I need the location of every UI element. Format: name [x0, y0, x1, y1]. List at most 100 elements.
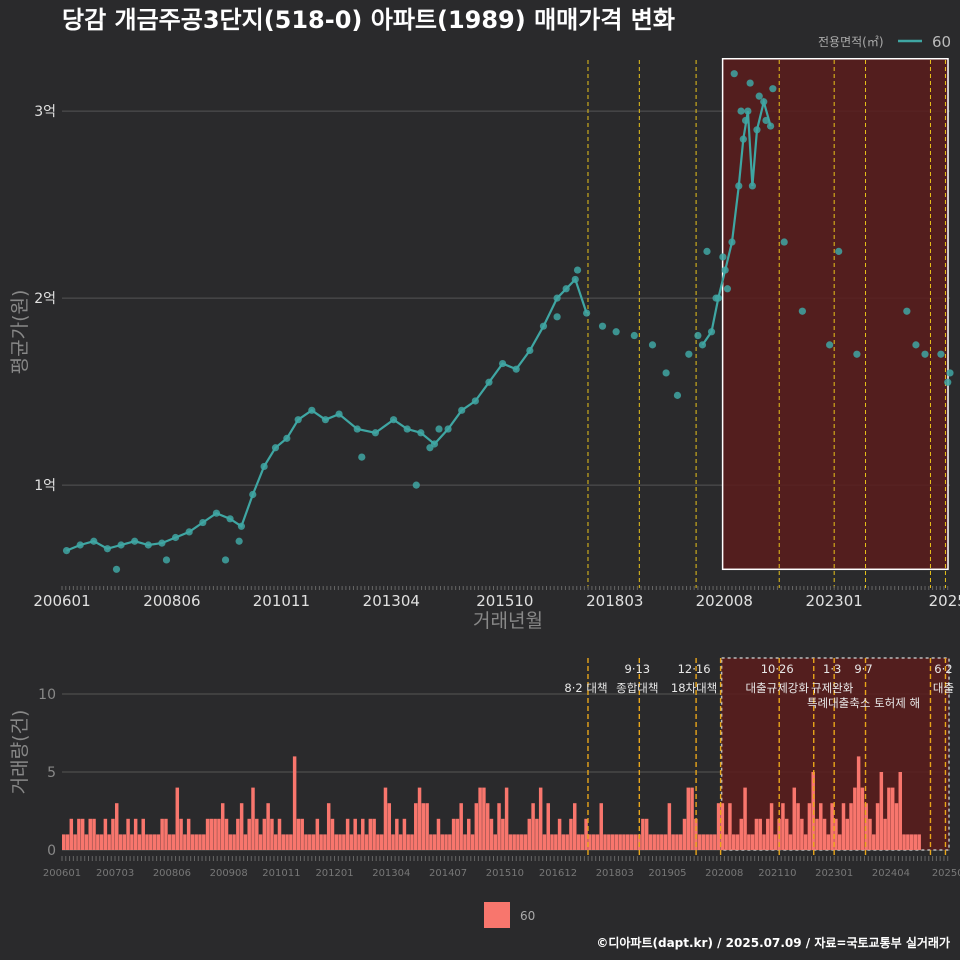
volume-bar [459, 803, 463, 850]
volume-bar [103, 818, 108, 850]
price-point [662, 369, 670, 377]
volume-bar [890, 787, 895, 850]
volume-x-tick-label: 201612 [539, 868, 577, 879]
volume-bar [338, 834, 342, 850]
volume-bar [641, 818, 645, 850]
volume-bar [803, 834, 808, 850]
volume-bar [202, 834, 206, 850]
volume-bar [796, 803, 800, 850]
volume-bar [485, 803, 490, 850]
price-point [444, 425, 452, 433]
volume-bar [398, 834, 403, 850]
price-point [744, 107, 752, 115]
volume-legend-key [484, 902, 510, 928]
volume-bar [656, 834, 660, 850]
policy-annotation-date: 12·16 [678, 662, 711, 676]
price-point [221, 556, 230, 564]
price-x-tick-label: 202301 [806, 592, 863, 610]
volume-bar [766, 818, 770, 850]
volume-bar [243, 834, 248, 850]
volume-bar [902, 834, 906, 850]
volume-bar [550, 834, 554, 850]
price-point [553, 313, 561, 321]
price-x-tick-label: 202008 [696, 592, 753, 610]
volume-bar [205, 818, 210, 850]
volume-bar [849, 803, 853, 850]
price-point [90, 537, 98, 545]
volume-bar [860, 787, 865, 850]
price-point [728, 238, 736, 246]
volume-bar [508, 834, 513, 850]
volume-bar [894, 803, 899, 850]
price-y-tick-label: 2억 [34, 291, 56, 307]
volume-bar [467, 818, 471, 850]
volume-x-tick-label: 201407 [429, 868, 467, 879]
price-highlight-box [721, 57, 949, 571]
price-point [321, 416, 330, 424]
volume-bar [883, 818, 887, 850]
price-point [707, 328, 716, 336]
price-point [703, 247, 711, 255]
volume-bar [383, 787, 388, 850]
volume-legend-label: 60 [520, 909, 535, 923]
volume-bar [296, 818, 301, 850]
volume-bar [489, 818, 494, 850]
volume-bar [334, 834, 339, 850]
price-point [62, 546, 71, 555]
price-point [730, 70, 738, 78]
price-point [235, 537, 243, 545]
price-point [698, 341, 707, 349]
price-point [371, 429, 380, 437]
volume-bar [232, 834, 236, 850]
price-point [853, 350, 861, 358]
price-point [471, 397, 479, 405]
volume-bar [281, 834, 286, 850]
volume-bar [648, 834, 653, 850]
volume-x-tick-label: 201201 [315, 868, 353, 879]
price-point [562, 285, 570, 293]
volume-x-tick-label: 200703 [96, 868, 134, 879]
volume-bar [213, 818, 217, 850]
volume-bar [542, 834, 547, 850]
volume-bar [750, 834, 755, 850]
volume-bar [603, 834, 607, 850]
volume-bar [118, 834, 123, 850]
price-y-axis-title: 평균가(원) [9, 290, 31, 375]
volume-bar [520, 834, 524, 850]
price-point [612, 328, 620, 336]
volume-bar [175, 787, 180, 850]
volume-bar [819, 803, 823, 850]
volume-highlight-box [720, 657, 950, 851]
volume-bar [236, 818, 240, 850]
volume-bar [425, 803, 429, 850]
volume-bar [402, 818, 407, 850]
price-point [199, 518, 207, 527]
price-point [412, 481, 420, 489]
volume-bar [156, 834, 161, 850]
price-point [583, 309, 591, 317]
price-point [76, 541, 84, 549]
volume-bar [569, 818, 573, 850]
volume-bar [364, 834, 369, 850]
volume-x-tick-label: 20250 [932, 868, 960, 879]
volume-bar [497, 803, 501, 850]
volume-bar [376, 834, 380, 850]
volume-bar [879, 772, 884, 850]
price-point [271, 444, 280, 452]
volume-bar [595, 834, 600, 850]
volume-bar [239, 803, 244, 850]
price-point [403, 425, 411, 433]
policy-annotation-date: 9·7 [854, 662, 872, 676]
volume-bar [743, 787, 747, 850]
volume-y-tick-label: 10 [38, 687, 56, 703]
price-point [944, 378, 952, 386]
volume-bar [898, 772, 903, 850]
volume-bar [599, 803, 603, 850]
price-legend-title: 전용면적(㎡) [818, 35, 884, 49]
volume-bar [145, 834, 149, 850]
price-point [737, 107, 745, 115]
price-point [539, 322, 548, 330]
volume-bar [319, 834, 323, 850]
volume-bar [622, 834, 626, 850]
volume-bar [137, 834, 142, 850]
